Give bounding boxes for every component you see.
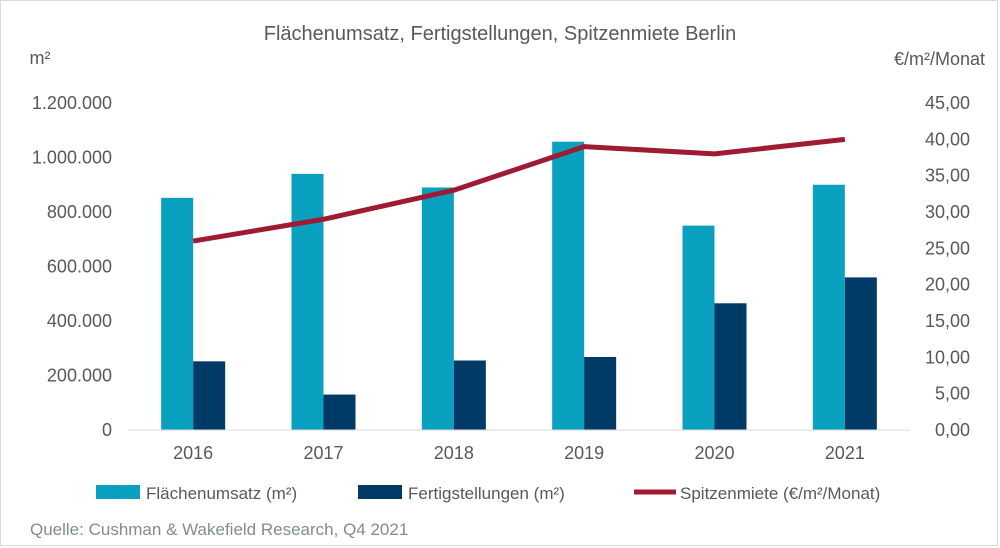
y-right-tick-label: 30,00 — [925, 202, 970, 222]
source-note: Quelle: Cushman & Wakefield Research, Q4… — [30, 520, 408, 539]
legend-swatch-fertigstellungen — [358, 485, 402, 499]
chart-title: Flächenumsatz, Fertigstellungen, Spitzen… — [264, 23, 736, 45]
x-tick-label: 2016 — [173, 443, 213, 463]
legend-label-flaechenumsatz: Flächenumsatz (m²) — [146, 484, 297, 503]
y-left-tick-label: 800.000 — [47, 202, 112, 222]
bar-flaechenumsatz — [161, 197, 194, 430]
x-tick-label: 2020 — [694, 443, 734, 463]
bar-fertigstellungen — [453, 360, 486, 430]
y-left-axis-label: m² — [30, 48, 51, 68]
legend-label-fertigstellungen: Fertigstellungen (m²) — [408, 484, 565, 503]
y-right-tick-label: 35,00 — [925, 166, 970, 186]
bar-fertigstellungen — [193, 361, 226, 430]
x-tick-label: 2018 — [434, 443, 474, 463]
bar-flaechenumsatz — [552, 141, 585, 430]
y-left-tick-label: 200.000 — [47, 366, 112, 386]
x-tick-label: 2017 — [303, 443, 343, 463]
y-right-tick-label: 25,00 — [925, 238, 970, 258]
y-right-tick-label: 15,00 — [925, 311, 970, 331]
bars — [161, 141, 877, 430]
bar-flaechenumsatz — [421, 187, 454, 430]
bar-fertigstellungen — [714, 303, 747, 430]
y-right-tick-label: 5,00 — [935, 384, 970, 404]
bar-fertigstellungen — [584, 356, 617, 430]
y-left-tick-label: 400.000 — [47, 311, 112, 331]
bar-flaechenumsatz — [291, 173, 324, 430]
y-left-tick-label: 0 — [102, 420, 112, 440]
legend-swatch-flaechenumsatz — [96, 485, 140, 499]
x-ticks: 2016 2017 2018 2019 2020 2021 — [173, 443, 865, 463]
bar-flaechenumsatz — [682, 225, 715, 430]
bar-fertigstellungen — [323, 394, 356, 430]
bar-fertigstellungen — [844, 277, 877, 430]
y-left-tick-label: 600.000 — [47, 257, 112, 277]
line-layer — [192, 136, 846, 244]
y-right-axis-label: €/m²/Monat — [894, 49, 985, 69]
y-left-tick-label: 1.000.000 — [32, 148, 112, 168]
y-right-ticks: 0,00 5,00 10,00 15,00 20,00 25,00 30,00 35,00 40… — [925, 93, 970, 440]
line-spitzenmiete — [192, 136, 846, 244]
x-tick-label: 2019 — [564, 443, 604, 463]
y-right-tick-label: 20,00 — [925, 275, 970, 295]
y-right-tick-label: 45,00 — [925, 93, 970, 113]
y-right-tick-label: 10,00 — [925, 347, 970, 367]
x-tick-label: 2021 — [825, 443, 865, 463]
y-left-ticks: 0 200.000 400.000 600.000 800.000 1.000.000 1.… — [32, 93, 112, 440]
legend: Flächenumsatz (m²) Fertigstellungen (m²)… — [96, 484, 880, 503]
bar-flaechenumsatz — [812, 184, 845, 430]
y-left-tick-label: 1.200.000 — [32, 93, 112, 113]
y-right-tick-label: 40,00 — [925, 129, 970, 149]
y-right-tick-label: 0,00 — [935, 420, 970, 440]
legend-label-spitzenmiete: Spitzenmiete (€/m²/Monat) — [680, 484, 880, 503]
